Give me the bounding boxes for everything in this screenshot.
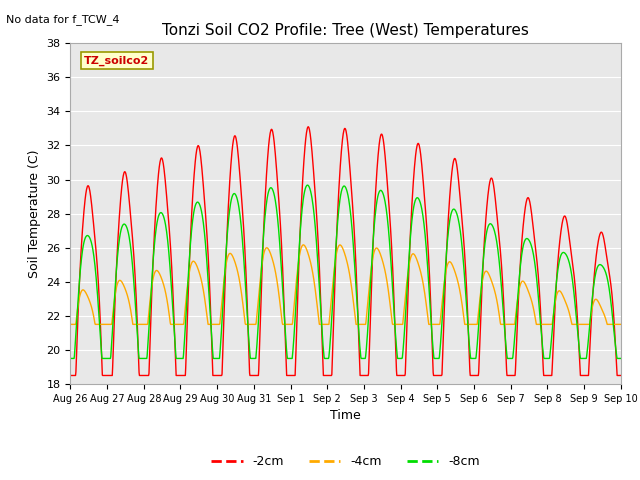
Line: -2cm: -2cm: [70, 127, 621, 375]
-4cm: [322, 322, 330, 327]
-4cm: [300, 242, 308, 248]
-4cm: [67, 322, 74, 327]
-2cm: [300, 157, 308, 163]
-8cm: [322, 356, 330, 361]
-4cm: [300, 242, 307, 248]
-4cm: [109, 309, 117, 315]
Legend: -2cm, -4cm, -8cm: -2cm, -4cm, -8cm: [207, 450, 484, 473]
X-axis label: Time: Time: [330, 409, 361, 422]
Title: Tonzi Soil CO2 Profile: Tree (West) Temperatures: Tonzi Soil CO2 Profile: Tree (West) Temp…: [162, 23, 529, 38]
-8cm: [380, 194, 388, 200]
-4cm: [380, 264, 388, 269]
Line: -4cm: -4cm: [70, 245, 621, 324]
-8cm: [109, 319, 117, 325]
-2cm: [305, 124, 312, 130]
-8cm: [312, 229, 319, 235]
Text: No data for f_TCW_4: No data for f_TCW_4: [6, 14, 120, 25]
Line: -8cm: -8cm: [70, 185, 621, 359]
-8cm: [617, 356, 625, 361]
-2cm: [67, 372, 74, 378]
Y-axis label: Soil Temperature (C): Soil Temperature (C): [28, 149, 41, 278]
-4cm: [132, 322, 140, 327]
Text: TZ_soilco2: TZ_soilco2: [84, 56, 149, 66]
-8cm: [300, 192, 308, 198]
-8cm: [132, 302, 140, 308]
-2cm: [132, 279, 140, 285]
-2cm: [617, 372, 625, 378]
-4cm: [312, 290, 319, 296]
-2cm: [109, 354, 117, 360]
-8cm: [304, 182, 312, 188]
-2cm: [380, 142, 388, 148]
-2cm: [312, 198, 319, 204]
-2cm: [322, 372, 330, 378]
-8cm: [67, 356, 74, 361]
-4cm: [617, 322, 625, 327]
